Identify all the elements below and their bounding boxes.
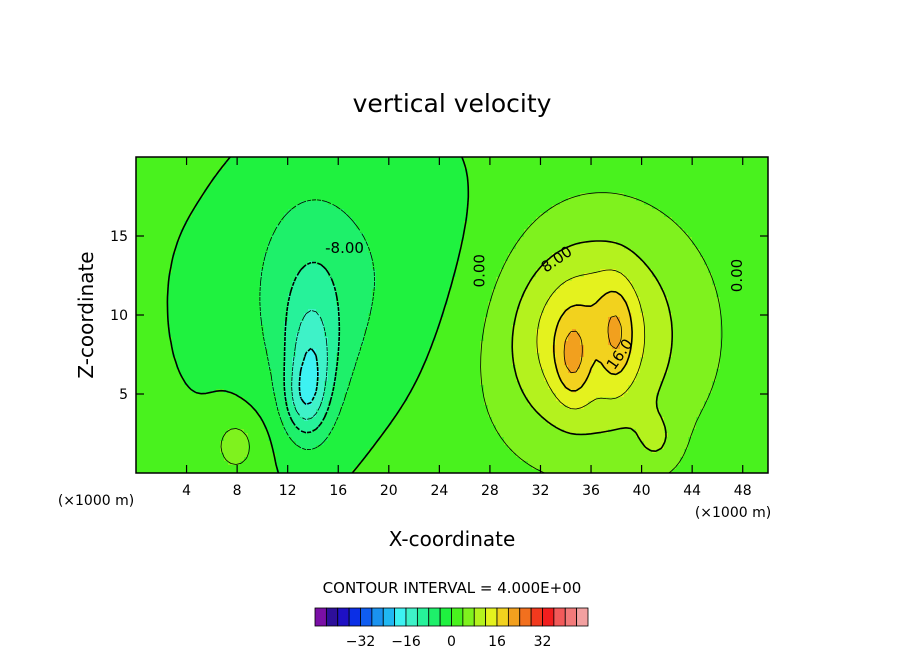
colorbar-swatch [348, 607, 361, 627]
plot-area [136, 157, 768, 473]
contour-line [291, 310, 328, 420]
x-tick-label: 8 [233, 483, 242, 499]
x-tick-label: 44 [683, 483, 701, 499]
colorbar-swatch [394, 607, 407, 627]
colorbar-tick-labels: −32 −16 0 16 32 [346, 634, 552, 650]
colorbar-swatch [451, 607, 464, 627]
y-axis-unit: (×1000 m) [58, 493, 134, 509]
colorbar-tick-label: −32 [346, 634, 376, 650]
colorbar-swatch [496, 607, 509, 627]
x-tick-label: 20 [380, 483, 398, 499]
contour-label: -8.00 [325, 239, 364, 257]
colorbar-swatch [382, 607, 396, 627]
colorbar-swatch [360, 607, 373, 627]
x-axis-label: X-coordinate [389, 527, 516, 551]
colorbar-swatch [507, 607, 521, 627]
colorbar-tick-label: −16 [391, 634, 421, 650]
colorbar-swatch [416, 607, 430, 627]
x-tick-label: 12 [279, 483, 297, 499]
colorbar-tick-label: 16 [488, 634, 506, 650]
contour-line [259, 199, 375, 450]
colorbar-swatch [439, 607, 452, 627]
x-axis-ticks: 4 8 12 16 20 24 28 32 36 40 44 48 [182, 157, 752, 499]
contour-label: 0.00 [470, 254, 488, 287]
colorbar-swatch [428, 607, 441, 627]
contour-line [536, 269, 646, 410]
colorbar-swatch [576, 607, 589, 627]
colorbar-swatch [542, 607, 555, 627]
contour-interval: CONTOUR INTERVAL = 4.000E+00 [323, 579, 582, 597]
x-tick-label: 36 [582, 483, 600, 499]
contour-line [563, 315, 622, 374]
colorbar [314, 607, 589, 627]
x-tick-label: 24 [430, 483, 448, 499]
colorbar-swatch [485, 607, 498, 627]
colorbar-swatch [462, 607, 475, 627]
x-tick-label: 48 [734, 483, 752, 499]
contour-line [553, 290, 633, 392]
contour-line [298, 347, 319, 406]
y-axis-label: Z-coordinate [74, 251, 98, 378]
colorbar-swatch [314, 607, 327, 627]
x-tick-label: 40 [633, 483, 651, 499]
x-axis-unit: (×1000 m) [695, 505, 771, 521]
colorbar-swatch [553, 607, 566, 627]
y-tick-label: 5 [119, 387, 128, 403]
contour-line [511, 240, 673, 452]
x-tick-label: 4 [182, 483, 191, 499]
y-axis-ticks: 5 10 15 [110, 229, 768, 403]
y-tick-label: 10 [110, 308, 128, 324]
contour-line [166, 157, 470, 473]
colorbar-swatch [371, 607, 384, 627]
colorbar-tick-label: 0 [447, 634, 456, 650]
colorbar-swatch [325, 607, 339, 627]
colorbar-swatch [473, 607, 487, 627]
contour-line [283, 261, 341, 434]
x-tick-label: 32 [532, 483, 550, 499]
colorbar-swatch [405, 607, 418, 627]
chart-title: vertical velocity [353, 89, 552, 118]
contour-line [220, 192, 723, 473]
x-tick-label: 16 [329, 483, 347, 499]
colorbar-swatch [564, 607, 578, 627]
colorbar-swatch [530, 607, 543, 627]
colorbar-swatch [337, 607, 350, 627]
x-tick-label: 28 [481, 483, 499, 499]
colorbar-tick-label: 32 [534, 634, 552, 650]
y-tick-label: 15 [110, 229, 128, 245]
contour-label: 0.00 [728, 259, 746, 292]
colorbar-swatch [519, 607, 532, 627]
